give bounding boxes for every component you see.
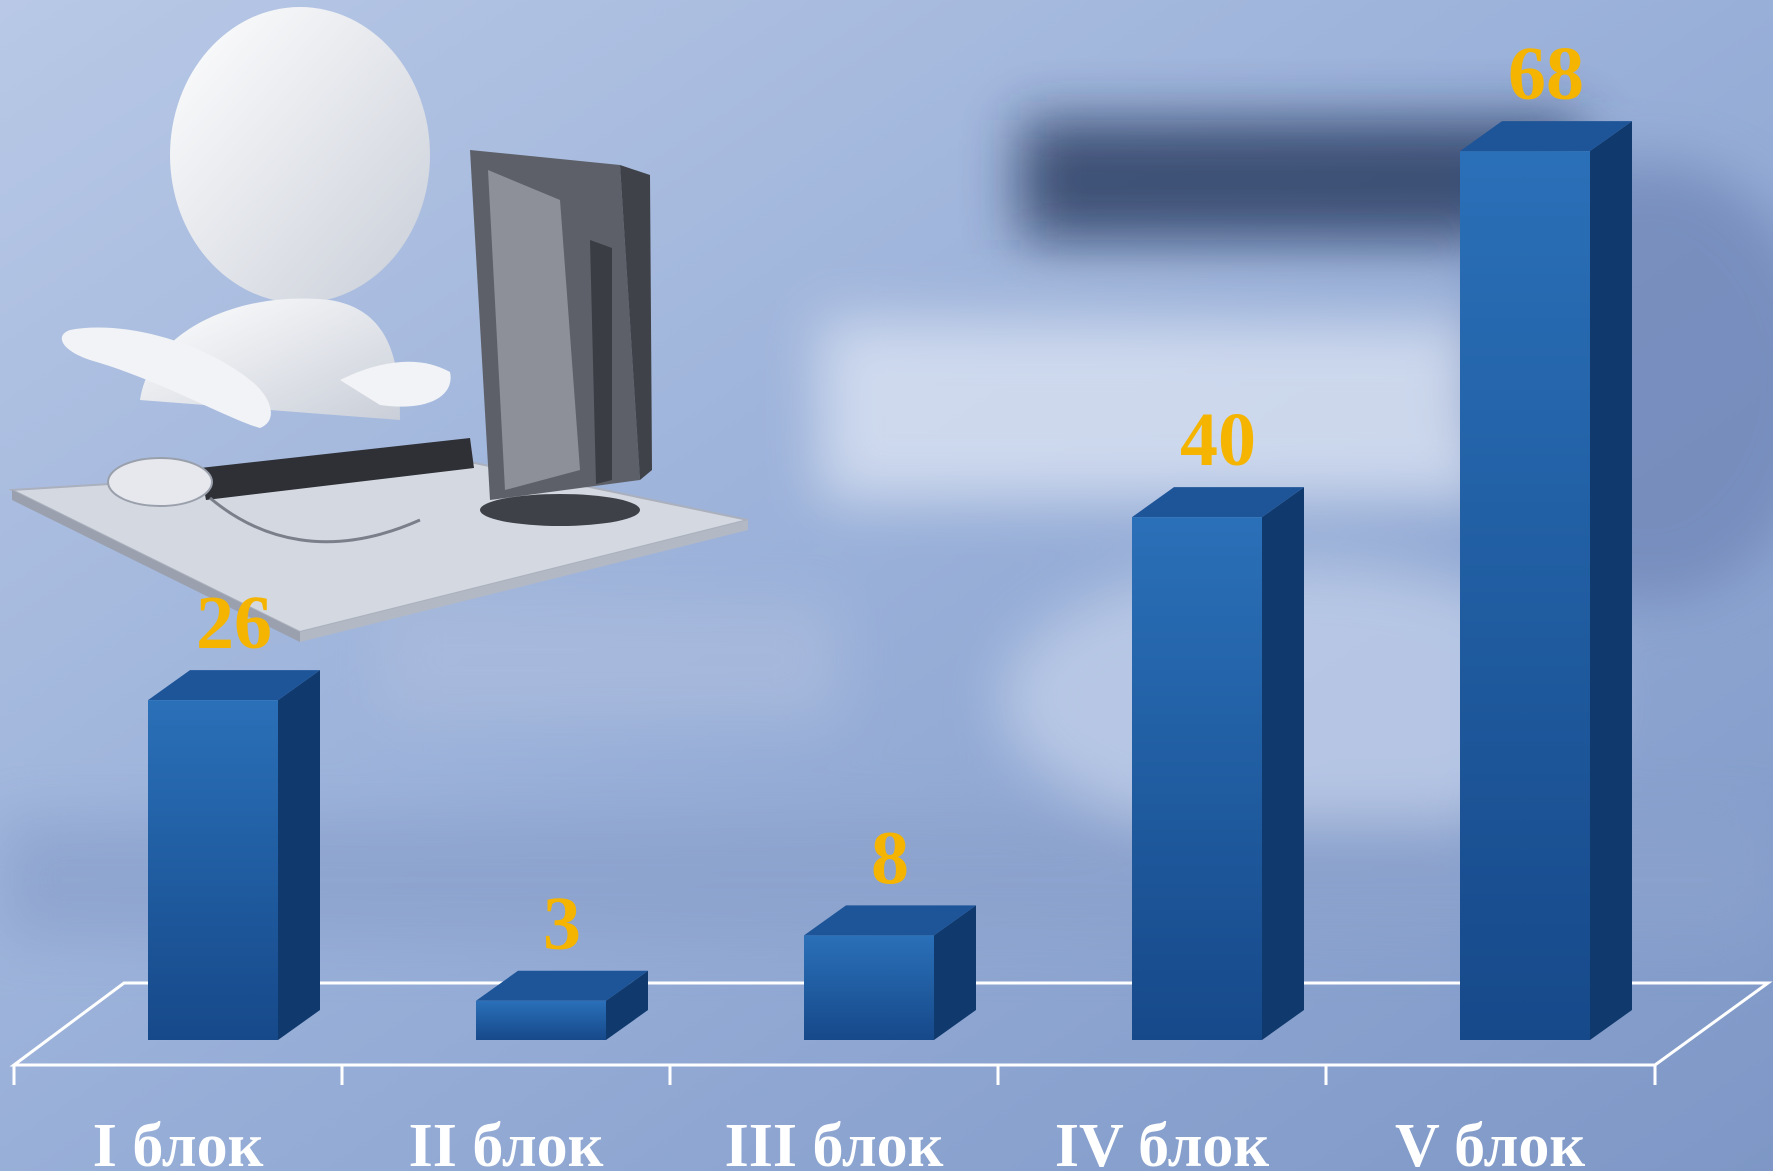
value-label-1: 26 <box>196 581 272 665</box>
bar-side <box>278 670 320 1040</box>
value-label-5: 68 <box>1508 32 1584 116</box>
bar-5 <box>1460 121 1632 1041</box>
bar-1 <box>148 670 320 1040</box>
bar-front <box>476 1000 606 1040</box>
bar-side <box>606 970 648 1040</box>
category-label-5: V блок <box>1395 1112 1585 1171</box>
bar-top <box>1460 121 1632 152</box>
bar-side <box>934 905 976 1040</box>
category-label-3: III блок <box>725 1112 944 1171</box>
bar-top <box>804 905 976 936</box>
person-at-computer-icon <box>8 7 749 642</box>
bar-top <box>148 670 320 701</box>
chart-floor <box>9 981 1773 1085</box>
bar-top <box>1132 487 1304 518</box>
bar-side <box>1590 121 1632 1040</box>
value-label-3: 8 <box>871 816 909 900</box>
category-label-1: I блок <box>93 1112 264 1171</box>
bar-top <box>476 970 648 1001</box>
category-label-2: II блок <box>409 1112 604 1171</box>
bar-4 <box>1132 487 1304 1041</box>
value-label-2: 3 <box>543 882 581 966</box>
value-label-4: 40 <box>1180 398 1256 482</box>
category-label-4: IV блок <box>1055 1112 1270 1171</box>
bar-2 <box>476 970 648 1040</box>
bar-front <box>804 935 934 1040</box>
bar-side <box>1262 487 1304 1041</box>
bar-front <box>1460 151 1590 1041</box>
bar-3 <box>804 905 976 1040</box>
bar-front <box>148 700 278 1040</box>
bar-front <box>1132 517 1262 1040</box>
